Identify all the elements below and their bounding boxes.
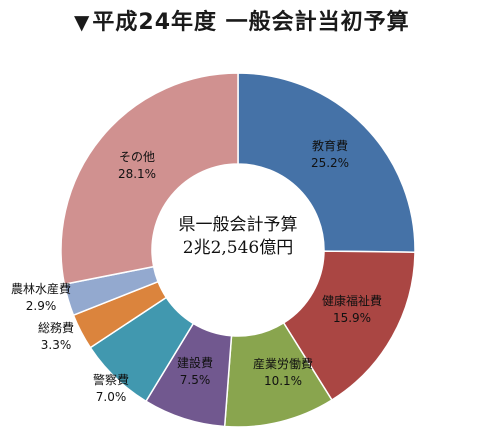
slice-value: 2.9% — [26, 299, 57, 313]
slice-name: 総務費 — [38, 320, 74, 335]
slice-value: 10.1% — [264, 374, 302, 388]
chart-title: ▼平成24年度 一般会計当初予算 — [74, 4, 434, 36]
slice-label-4: 建設費 7.5% — [177, 355, 213, 387]
slice-value: 7.5% — [180, 373, 211, 387]
slice-value: 15.9% — [333, 311, 371, 325]
slice-1 — [237, 72, 416, 253]
slice-value: 25.2% — [311, 156, 349, 170]
slice-label-3: 産業労働費 10.1% — [253, 356, 313, 388]
center-text-line-2: 2兆2,546億円 — [183, 238, 293, 258]
slice-name: 教育費 — [312, 138, 348, 153]
slice-name: 産業労働費 — [253, 356, 313, 371]
slice-name: 健康福祉費 — [322, 293, 382, 308]
slice-label-2: 健康福祉費 15.9% — [322, 293, 382, 325]
slice-name: 警察費 — [93, 372, 129, 387]
slice-value: 3.3% — [41, 338, 72, 352]
slice-name: 建設費 — [177, 355, 213, 370]
slice-label-6: 総務費 3.3% — [38, 320, 74, 352]
chart-title-text: 平成24年度 一般会計当初予算 — [92, 10, 410, 35]
slice-8 — [60, 72, 239, 286]
slice-label-1: 教育費 25.2% — [311, 138, 349, 170]
slice-value: 7.0% — [96, 390, 127, 404]
slice-label-5: 警察費 7.0% — [93, 372, 129, 404]
slice-name: 農林水産費 — [11, 281, 71, 296]
slice-label-7: 農林水産費 2.9% — [11, 281, 71, 313]
slice-value: 28.1% — [118, 167, 156, 181]
center-text-line-1: 県一般会計予算 — [179, 215, 298, 235]
triangle-marker-icon: ▼ — [74, 10, 91, 34]
slice-label-8: その他 28.1% — [118, 150, 156, 181]
slice-name: その他 — [119, 150, 155, 164]
